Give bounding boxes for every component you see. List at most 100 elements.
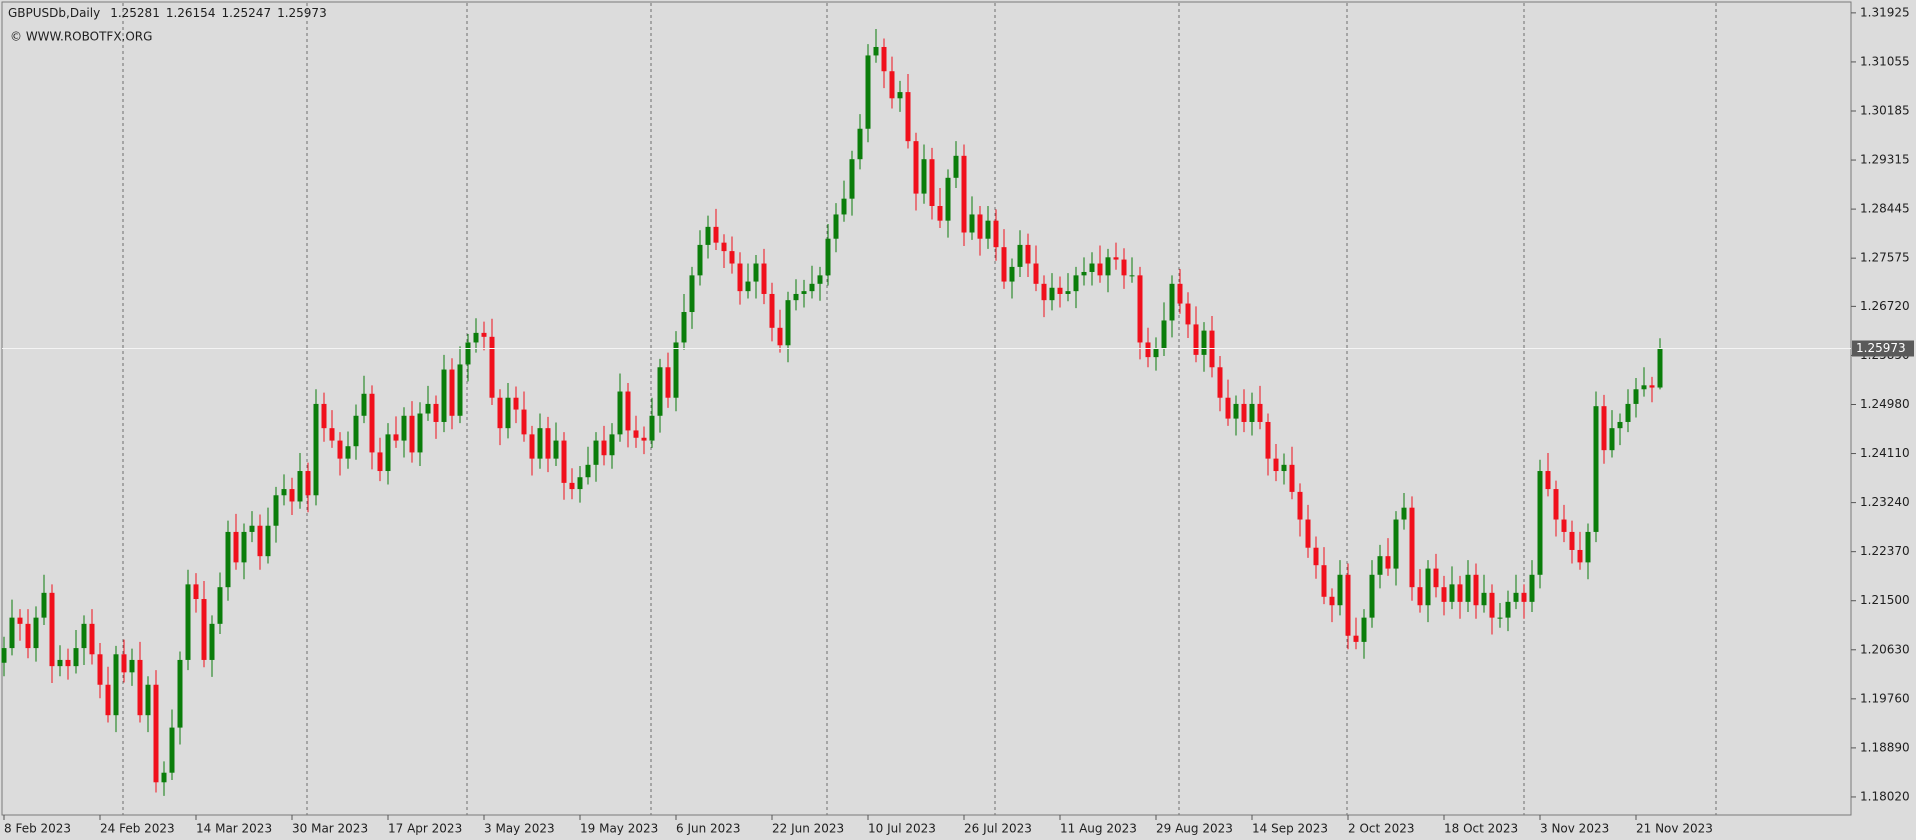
candle-body	[305, 471, 311, 496]
candle-body	[1497, 617, 1503, 619]
candle-body	[785, 300, 791, 346]
candle-body	[409, 415, 415, 453]
candle-body	[385, 434, 391, 472]
x-tick-label: 21 Nov 2023	[1636, 822, 1713, 836]
candle-body	[969, 214, 975, 233]
candle-body	[1593, 406, 1599, 532]
candle-body	[817, 275, 823, 284]
candle-body	[73, 648, 79, 667]
candle-body	[609, 434, 615, 456]
candle-body	[1457, 584, 1463, 602]
candle-body	[393, 434, 399, 441]
candle-body	[9, 617, 15, 649]
candle-body	[1137, 275, 1143, 343]
y-tick-label: 1.30185	[1860, 103, 1910, 117]
header-open: 1.25281	[110, 6, 160, 20]
candle-body	[265, 525, 271, 557]
x-tick-label: 11 Aug 2023	[1060, 822, 1137, 836]
candle-body	[945, 177, 951, 221]
candle-body	[1249, 403, 1255, 422]
candle-body	[1305, 519, 1311, 548]
header-close: 1.25973	[277, 6, 327, 20]
candle-body	[1281, 464, 1287, 472]
candle-body	[193, 584, 199, 600]
candle-body	[905, 92, 911, 142]
candle-body	[401, 415, 407, 441]
candle-body	[697, 244, 703, 276]
candle-body	[1345, 574, 1351, 636]
candle-body	[1257, 403, 1263, 422]
x-tick-label: 24 Feb 2023	[100, 822, 175, 836]
candle-body	[729, 251, 735, 264]
candle-body	[985, 220, 991, 239]
x-tick-label: 6 Jun 2023	[676, 822, 741, 836]
candle-body	[233, 531, 239, 563]
candle-body	[873, 46, 879, 56]
candle-body	[705, 226, 711, 245]
candle-body	[673, 342, 679, 398]
candle-body	[1465, 574, 1471, 602]
candle-body	[721, 242, 727, 252]
candle-body	[921, 159, 927, 194]
candle-body	[745, 281, 751, 292]
candle-body	[641, 437, 647, 441]
candle-body	[521, 409, 527, 435]
candle-body	[505, 397, 511, 429]
candle-body	[1393, 519, 1399, 569]
candle-body	[185, 584, 191, 660]
candle-body	[1009, 266, 1015, 282]
candle-body	[1489, 592, 1495, 618]
candle-body	[217, 587, 223, 624]
current-price-box	[1852, 340, 1914, 357]
candle-body	[225, 531, 231, 588]
candle-body	[209, 623, 215, 660]
candle-body	[329, 428, 335, 441]
candle-body	[337, 440, 343, 459]
candle-body	[1033, 263, 1039, 284]
candle-body	[1161, 320, 1167, 349]
candle-body	[1057, 287, 1063, 294]
candle-body	[769, 293, 775, 328]
candle-body	[1337, 574, 1343, 606]
candle-body	[1377, 556, 1383, 575]
candle-body	[481, 332, 487, 337]
candle-body	[761, 263, 767, 294]
candle-body	[1569, 531, 1575, 550]
candle-body	[569, 482, 575, 490]
candle-body	[617, 391, 623, 435]
x-tick-label: 3 May 2023	[484, 822, 555, 836]
y-tick-label: 1.24110	[1860, 446, 1910, 460]
candle-body	[1201, 330, 1207, 355]
candle-body	[169, 727, 175, 773]
y-tick-label: 1.29315	[1860, 153, 1910, 167]
candle-body	[1353, 635, 1359, 642]
candle-body	[361, 393, 367, 416]
candle-body	[1113, 257, 1119, 260]
candle-body	[1385, 556, 1391, 569]
candle-body	[553, 440, 559, 459]
candle-body	[473, 332, 479, 343]
candle-body	[249, 525, 255, 532]
y-tick-label: 1.21500	[1860, 593, 1910, 607]
candle-body	[1225, 397, 1231, 419]
candle-body	[1481, 592, 1487, 606]
candle-body	[113, 654, 119, 716]
candle-body	[713, 226, 719, 243]
candle-body	[545, 428, 551, 459]
candle-body	[1017, 244, 1023, 267]
candle-body	[1001, 247, 1007, 282]
y-tick-label: 1.18890	[1860, 740, 1910, 754]
candle-body	[449, 369, 455, 416]
candle-body	[425, 403, 431, 414]
candle-body	[1417, 587, 1423, 606]
candle-body	[681, 312, 687, 343]
candle-body	[833, 214, 839, 239]
x-tick-label: 22 Jun 2023	[772, 822, 844, 836]
candle-body	[625, 391, 631, 431]
candle-body	[1449, 584, 1455, 602]
candle-body	[297, 471, 303, 502]
x-tick-label: 18 Oct 2023	[1444, 822, 1518, 836]
candle-body	[841, 198, 847, 215]
candle-body	[737, 263, 743, 292]
